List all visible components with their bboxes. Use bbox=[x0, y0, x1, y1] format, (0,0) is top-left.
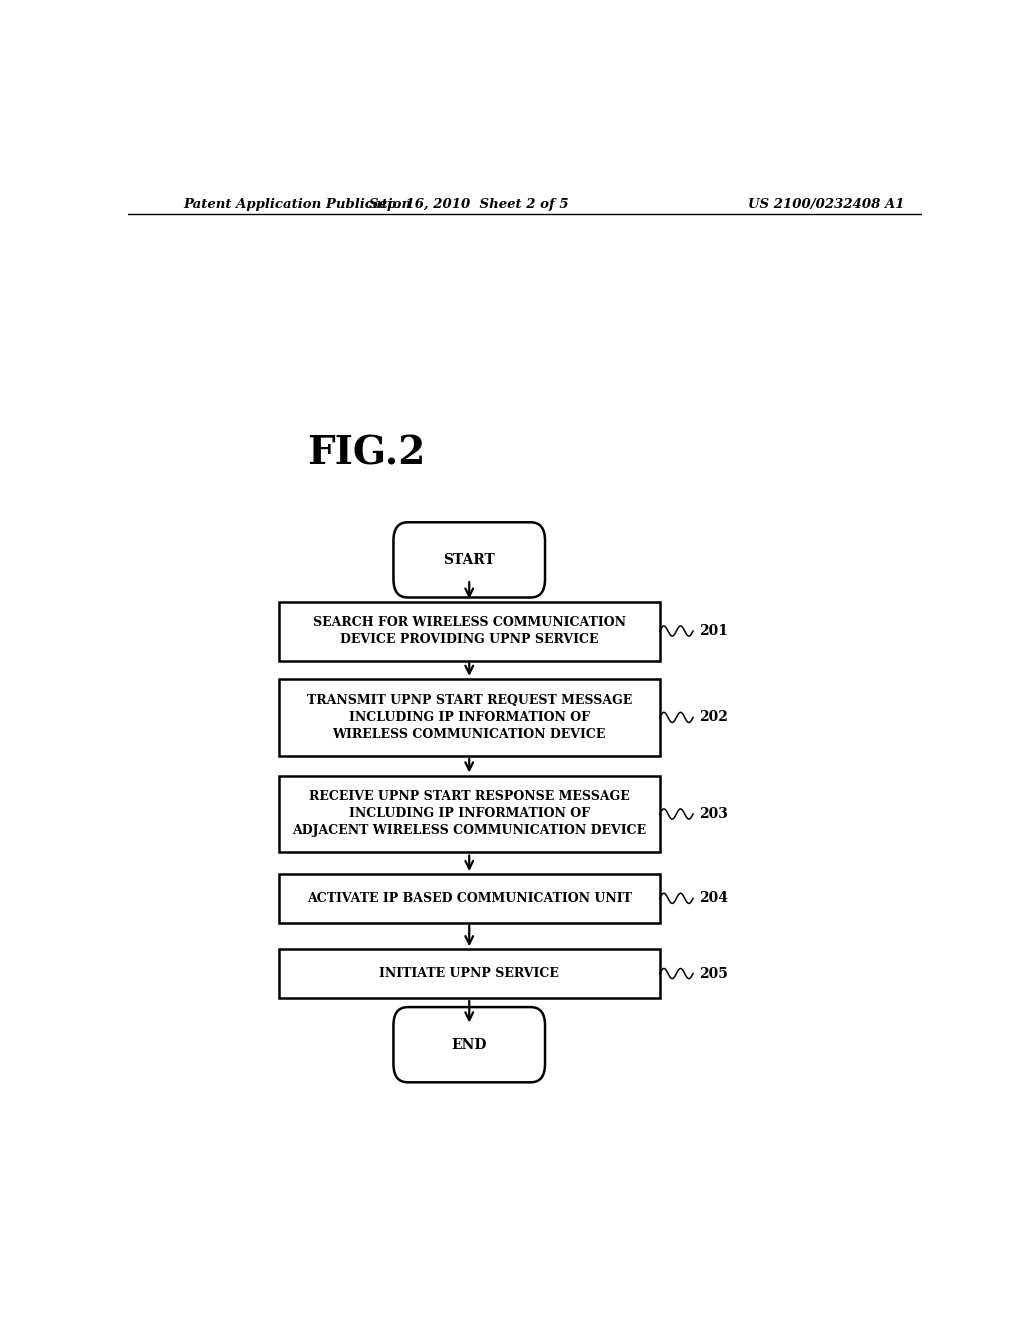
Text: TRANSMIT UPNP START REQUEST MESSAGE
INCLUDING IP INFORMATION OF
WIRELESS COMMUNI: TRANSMIT UPNP START REQUEST MESSAGE INCL… bbox=[306, 694, 632, 741]
Bar bbox=[279, 680, 659, 755]
Text: RECEIVE UPNP START RESPONSE MESSAGE
INCLUDING IP INFORMATION OF
ADJACENT WIRELES: RECEIVE UPNP START RESPONSE MESSAGE INCL… bbox=[292, 791, 646, 837]
Text: INITIATE UPNP SERVICE: INITIATE UPNP SERVICE bbox=[379, 968, 559, 979]
Text: 201: 201 bbox=[699, 624, 728, 638]
Bar bbox=[279, 602, 659, 660]
Text: 205: 205 bbox=[699, 966, 728, 981]
Bar bbox=[279, 776, 659, 853]
Text: US 2100/0232408 A1: US 2100/0232408 A1 bbox=[749, 198, 904, 211]
Text: END: END bbox=[452, 1038, 487, 1052]
Bar bbox=[279, 949, 659, 998]
Text: 202: 202 bbox=[699, 710, 728, 725]
FancyBboxPatch shape bbox=[393, 1007, 545, 1082]
Text: 203: 203 bbox=[699, 807, 728, 821]
Bar bbox=[279, 874, 659, 923]
Text: ACTIVATE IP BASED COMMUNICATION UNIT: ACTIVATE IP BASED COMMUNICATION UNIT bbox=[307, 892, 632, 904]
Text: FIG.2: FIG.2 bbox=[307, 434, 425, 473]
FancyBboxPatch shape bbox=[393, 523, 545, 598]
Text: Sep. 16, 2010  Sheet 2 of 5: Sep. 16, 2010 Sheet 2 of 5 bbox=[370, 198, 569, 211]
Text: 204: 204 bbox=[699, 891, 728, 906]
Text: START: START bbox=[443, 553, 496, 566]
Text: Patent Application Publication: Patent Application Publication bbox=[183, 198, 412, 211]
Text: SEARCH FOR WIRELESS COMMUNICATION
DEVICE PROVIDING UPNP SERVICE: SEARCH FOR WIRELESS COMMUNICATION DEVICE… bbox=[312, 616, 626, 645]
